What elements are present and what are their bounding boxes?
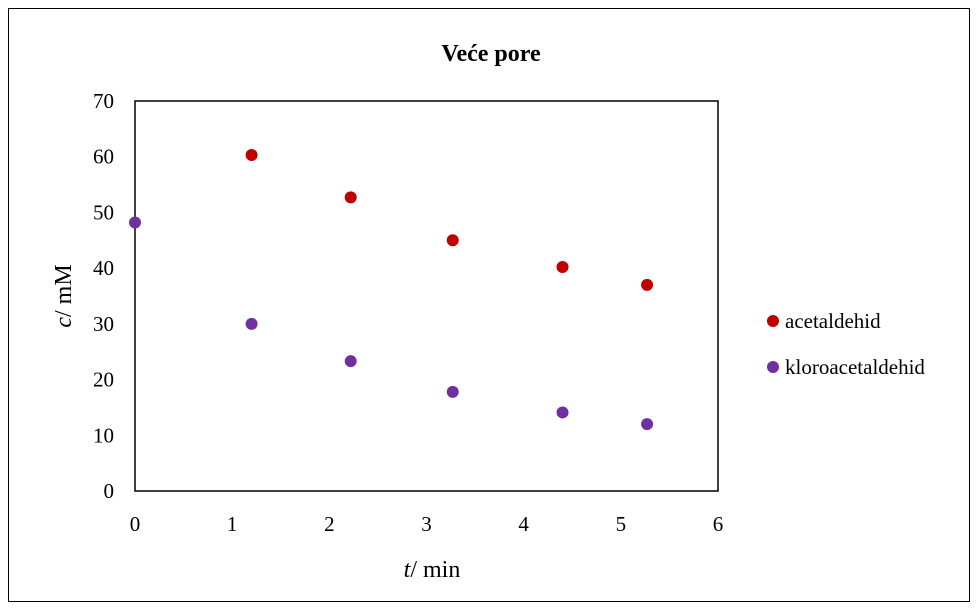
y-tick-label: 30	[93, 312, 114, 336]
point-acetaldehid	[641, 278, 654, 291]
legend-label-kloroacetaldehid: kloroacetaldehid	[785, 355, 925, 379]
y-tick-label: 60	[93, 145, 114, 169]
legend-item-acetaldehid: acetaldehid	[767, 309, 881, 333]
point-kloroacetaldehid	[446, 385, 459, 398]
y-axis-label-var: c	[51, 317, 77, 328]
x-tick-labels: 0 1 2 3 4 5 6	[130, 512, 724, 536]
point-acetaldehid	[556, 261, 569, 274]
y-tick-label: 40	[93, 256, 114, 280]
point-kloroacetaldehid	[129, 216, 141, 229]
chart-frame	[8, 8, 970, 602]
x-axis-label-var: t	[404, 557, 412, 583]
y-axis-label-unit: / mM	[51, 264, 77, 317]
x-axis-label-unit: / min	[410, 557, 460, 583]
x-tick-label: 2	[324, 512, 335, 536]
point-acetaldehid	[446, 234, 459, 247]
plot-area	[134, 100, 719, 492]
data-points	[129, 149, 654, 431]
y-tick-label: 20	[93, 368, 114, 392]
legend-item-kloroacetaldehid: kloroacetaldehid	[767, 355, 925, 379]
x-tick-label: 3	[421, 512, 432, 536]
x-axis-label: t/ min	[404, 557, 461, 583]
point-acetaldehid	[344, 191, 357, 204]
x-tick-label: 1	[227, 512, 238, 536]
point-kloroacetaldehid	[344, 355, 357, 368]
y-tick-label: 50	[93, 200, 114, 224]
x-tick-label: 4	[518, 512, 529, 536]
point-kloroacetaldehid	[641, 418, 654, 431]
point-kloroacetaldehid	[245, 317, 258, 330]
y-tick-label: 0	[104, 479, 115, 503]
chart-title: Veće pore	[441, 41, 541, 67]
y-axis-label: c/ mM	[51, 264, 77, 327]
x-tick-label: 0	[130, 512, 141, 536]
point-acetaldehid	[245, 149, 258, 162]
y-tick-labels: 0 10 20 30 40 50 60 70	[93, 89, 114, 503]
legend: acetaldehid kloroacetaldehid	[767, 309, 925, 379]
legend-marker-acetaldehid	[767, 315, 779, 327]
point-kloroacetaldehid	[556, 406, 569, 419]
x-tick-label: 5	[616, 512, 627, 536]
legend-marker-kloroacetaldehid	[767, 361, 779, 373]
y-tick-label: 10	[93, 423, 114, 447]
legend-label-acetaldehid: acetaldehid	[785, 309, 881, 333]
y-tick-label: 70	[93, 89, 114, 113]
x-tick-label: 6	[713, 512, 724, 536]
